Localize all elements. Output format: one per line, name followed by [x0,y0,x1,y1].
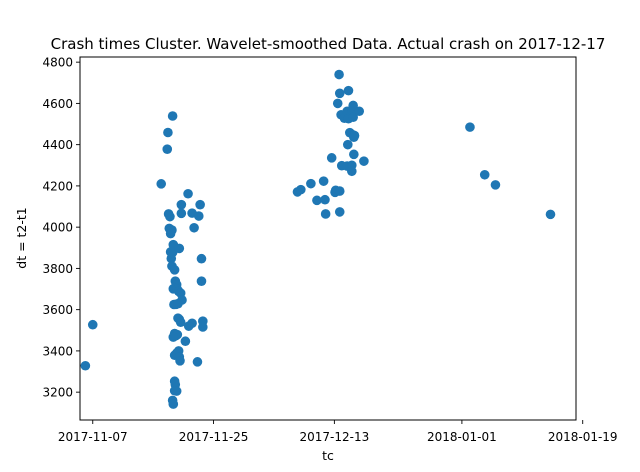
data-point [177,295,187,305]
chart-title: Crash times Cluster. Wavelet-smoothed Da… [51,35,606,53]
data-point [156,179,166,189]
data-point [354,106,364,116]
y-tick-label: 3800 [42,262,73,276]
data-point [170,265,180,275]
y-tick-label: 3400 [42,344,73,358]
data-point [327,153,337,163]
data-point [335,207,345,217]
data-point [359,156,369,166]
data-point [168,399,178,409]
data-point [81,361,91,371]
x-tick-label: 2018-01-19 [548,430,618,444]
data-point [296,185,306,195]
y-tick-label: 4800 [42,56,73,70]
data-point [165,212,175,222]
x-tick-label: 2017-11-25 [179,430,249,444]
y-tick-label: 3600 [42,303,73,317]
data-point [333,99,343,109]
data-point [163,128,173,138]
data-point [88,320,98,330]
data-point [349,150,359,160]
data-point [350,131,360,141]
data-point [480,170,490,180]
x-tick-label: 2018-01-01 [427,430,497,444]
y-tick-label: 4200 [42,179,73,193]
y-tick-label: 3200 [42,386,73,400]
data-point [194,211,204,221]
data-point [347,166,357,176]
data-point [319,176,329,186]
data-point [162,144,172,154]
data-point [197,276,207,286]
data-point [320,195,330,205]
data-point [193,357,203,367]
data-point [168,111,178,121]
data-point [465,122,475,132]
x-tick-label: 2017-11-07 [58,430,128,444]
data-point [343,140,353,150]
data-point [491,180,501,190]
data-point [184,321,194,331]
data-point [334,70,344,80]
y-tick-label: 4600 [42,97,73,111]
x-tick-label: 2017-12-13 [300,430,370,444]
y-axis-label: dt = t2-t1 [14,207,29,268]
data-point [177,200,187,210]
data-point [198,322,208,332]
data-point [189,223,199,233]
data-point [183,189,193,199]
data-point [177,209,187,219]
data-point [175,244,185,254]
data-point [321,209,331,219]
y-tick-label: 4000 [42,221,73,235]
x-axis-label: tc [322,448,334,463]
data-point [335,186,345,196]
data-point [181,336,191,346]
data-point [195,200,205,210]
data-point [167,225,177,235]
data-point [168,332,178,342]
data-point [546,210,556,220]
y-tick-label: 4400 [42,138,73,152]
data-point [306,179,316,189]
data-point [175,356,185,366]
data-point [197,254,207,264]
data-point [335,89,345,99]
data-point [170,386,180,396]
data-point [344,86,354,96]
